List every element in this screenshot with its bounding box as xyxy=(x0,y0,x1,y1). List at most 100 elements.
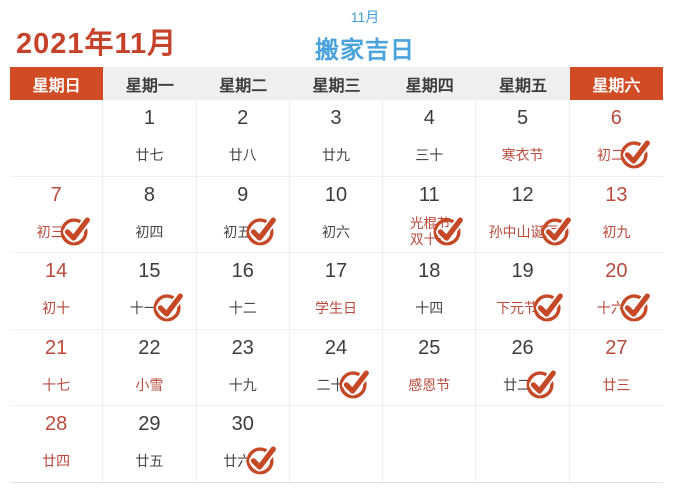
check-stamp-icon xyxy=(58,213,92,247)
lunar-label: 廿五 xyxy=(135,453,164,470)
lunar-label: 初四 xyxy=(135,223,164,240)
date-number: 16 xyxy=(231,260,254,283)
calendar-cell-13: 13 初九 xyxy=(570,177,663,253)
lunar-label: 三十 xyxy=(415,146,444,163)
calendar-cell-9: 9 初五 xyxy=(197,176,290,253)
calendar-cell-empty xyxy=(476,406,570,482)
calendar-cell-16: 16 十二 xyxy=(197,253,290,329)
date-number: 3 xyxy=(330,107,342,129)
page-title: 2021年11月 xyxy=(16,28,178,60)
week-row: 21 十七 22 小雪 23 十九 24 二十 25 感恩节 26 廿二 27 廿三 xyxy=(10,329,663,407)
lunar-label: 二十 xyxy=(316,376,345,393)
week-row: 28 廿四 29 廿五 30 廿六 xyxy=(10,406,663,483)
lunar-line: 十六 xyxy=(570,291,663,322)
calendar-cell-27: 27 廿三 xyxy=(570,330,663,406)
date-number: 24 xyxy=(324,336,348,359)
subtitle-text: 搬家吉日 xyxy=(315,37,415,64)
lunar-line: 二十 xyxy=(290,368,382,399)
calendar-cell-20: 20 十六 xyxy=(570,253,663,329)
week-row: 14 初十 15 十一 16 十二 17 学生日 18 十四 19 下元节 20 十六 xyxy=(10,253,663,330)
lunar-label: 感恩节 xyxy=(408,376,451,393)
lunar-label: 廿六 xyxy=(223,453,252,470)
date-number: 18 xyxy=(418,260,441,283)
lunar-line: 初四 xyxy=(103,219,195,245)
lunar-line: 廿二 xyxy=(476,368,568,399)
lunar-line: 初六 xyxy=(290,219,382,245)
weekday-header-thursday: 星期四 xyxy=(405,77,454,95)
calendar-cell-empty xyxy=(10,100,104,176)
lunar-line: 初三 xyxy=(10,215,102,245)
calendar-cell-25: 25 感恩节 xyxy=(383,329,477,406)
weekday-header-monday: 星期一 xyxy=(125,77,174,95)
lunar-line: 光棍节 双十一 xyxy=(383,215,475,247)
date-number: 12 xyxy=(511,183,534,206)
calendar-cell-5: 5 寒衣节 xyxy=(476,100,570,176)
week-row: 7 初三 8 初四 9 初五 10 初六 11 光棍节 双十一 12 孙中山诞辰 13 初九 xyxy=(10,176,663,254)
calendar-grid: 星期日 星期一 星期二 星期三 星期四 星期五 星期六 1 廿七 2 廿八 3 廿九 4 三十 5 寒衣节 6 初… xyxy=(10,67,663,483)
weekday-header-tuesday: 星期二 xyxy=(219,77,268,95)
check-stamp-icon xyxy=(539,213,573,247)
lunar-line: 十四 xyxy=(383,295,475,321)
date-number: 13 xyxy=(605,183,628,206)
lunar-line: 廿四 xyxy=(10,448,102,474)
lunar-line: 廿五 xyxy=(103,448,195,474)
date-number: 30 xyxy=(231,413,254,436)
date-number: 17 xyxy=(324,260,348,283)
lunar-line: 廿三 xyxy=(570,372,663,398)
lunar-line: 小雪 xyxy=(103,372,195,398)
date-number: 26 xyxy=(511,336,534,359)
date-number: 6 xyxy=(610,107,622,129)
lunar-line: 寒衣节 xyxy=(476,142,568,168)
calendar-cell-7: 7 初三 xyxy=(10,176,104,253)
check-stamp-icon xyxy=(524,366,558,400)
lunar-label: 廿二 xyxy=(503,376,532,393)
calendar-cell-24: 24 二十 xyxy=(290,329,384,406)
check-stamp-icon xyxy=(431,213,465,247)
calendar-cell-empty xyxy=(290,406,384,482)
calendar-cell-29: 29 廿五 xyxy=(103,406,197,482)
weekday-row: 星期日 星期一 星期二 星期三 星期四 星期五 星期六 xyxy=(10,67,663,100)
date-number: 15 xyxy=(138,260,161,283)
date-number: 19 xyxy=(511,260,534,283)
lunar-label: 初十 xyxy=(42,300,71,317)
calendar-cell-19: 19 下元节 xyxy=(476,253,570,329)
lunar-line: 十七 xyxy=(10,372,102,398)
date-number: 8 xyxy=(143,183,155,206)
lunar-label: 十一 xyxy=(129,300,158,317)
date-number: 25 xyxy=(418,336,441,359)
subtitle-block: 11月 搬家吉日 xyxy=(285,7,445,65)
lunar-line: 十二 xyxy=(197,295,289,321)
lunar-line: 十一 xyxy=(103,291,195,322)
calendar-cell-28: 28 廿四 xyxy=(10,406,104,482)
calendar-cell-18: 18 十四 xyxy=(383,253,477,329)
calendar-cell-15: 15 十一 xyxy=(103,253,197,329)
date-number: 29 xyxy=(138,413,161,436)
lunar-line: 初十 xyxy=(10,295,102,321)
check-stamp-icon xyxy=(337,366,372,400)
calendar-cell-21: 21 十七 xyxy=(10,329,104,406)
lunar-label: 小雪 xyxy=(135,376,164,393)
calendar-cell-10: 10 初六 xyxy=(290,176,384,253)
lunar-label: 廿七 xyxy=(135,146,164,163)
lunar-label: 廿三 xyxy=(602,376,631,393)
calendar-cell-2: 2 廿八 xyxy=(197,100,290,176)
calendar-cell-17: 17 学生日 xyxy=(290,253,384,329)
calendar-cell-30: 30 廿六 xyxy=(197,406,290,482)
lunar-line: 下元节 xyxy=(476,291,568,322)
lunar-label: 廿四 xyxy=(42,453,71,470)
lunar-label: 下元节 xyxy=(496,300,539,317)
calendar-cell-6: 6 初二 xyxy=(570,100,663,176)
date-number: 28 xyxy=(45,413,68,436)
lunar-line: 感恩节 xyxy=(383,372,475,398)
date-number: 9 xyxy=(237,183,249,206)
calendar-cell-3: 3 廿九 xyxy=(290,100,384,176)
calendar-cell-11: 11 光棍节 双十一 xyxy=(383,176,477,253)
lunar-label: 廿八 xyxy=(228,146,257,163)
subtitle-month-label: 11月 xyxy=(350,9,380,25)
date-number: 7 xyxy=(50,183,62,206)
date-number: 23 xyxy=(231,336,254,359)
lunar-line: 廿六 xyxy=(197,444,289,475)
calendar-cell-26: 26 廿二 xyxy=(476,329,570,406)
date-number: 2 xyxy=(237,107,249,129)
